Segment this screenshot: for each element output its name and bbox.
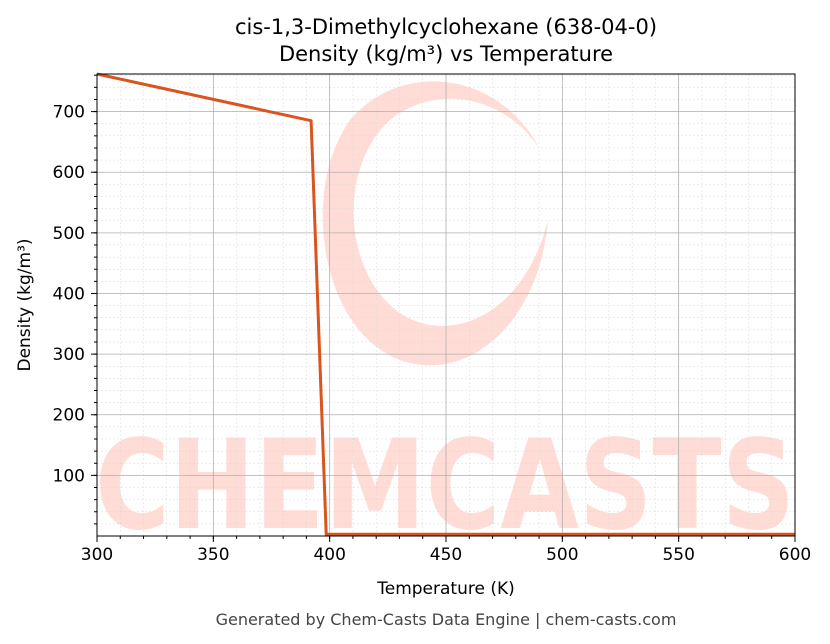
chart-title-line2: Density (kg/m³) vs Temperature xyxy=(279,42,613,66)
y-axis-label: Density (kg/m³) xyxy=(15,238,35,371)
x-tick-label: 550 xyxy=(662,545,694,565)
y-tick-label: 400 xyxy=(53,284,85,304)
y-tick-label: 600 xyxy=(53,163,85,183)
x-tick-label: 350 xyxy=(197,545,229,565)
x-tick-label: 600 xyxy=(779,545,811,565)
x-tick-label: 450 xyxy=(430,545,462,565)
chemcasts-watermark: CHEMCASTS xyxy=(95,81,795,558)
x-axis-ticks: 300 350 400 450 500 550 600 xyxy=(81,536,811,565)
x-axis-label: Temperature (K) xyxy=(376,579,515,599)
y-tick-label: 100 xyxy=(53,466,85,486)
y-tick-label: 700 xyxy=(53,103,85,123)
y-tick-label: 500 xyxy=(53,224,85,244)
x-tick-label: 500 xyxy=(546,545,578,565)
y-axis-ticks: 100 200 300 400 500 600 700 xyxy=(53,74,97,525)
y-tick-label: 300 xyxy=(53,345,85,365)
x-tick-label: 300 xyxy=(81,545,113,565)
y-tick-label: 200 xyxy=(53,406,85,426)
watermark-logo-c xyxy=(322,81,548,366)
chart-title-line1: cis-1,3-Dimethylcyclohexane (638-04-0) xyxy=(235,15,657,39)
x-tick-label: 400 xyxy=(313,545,345,565)
footer-credit: Generated by Chem-Casts Data Engine | ch… xyxy=(216,610,677,629)
density-series-line xyxy=(96,72,795,536)
